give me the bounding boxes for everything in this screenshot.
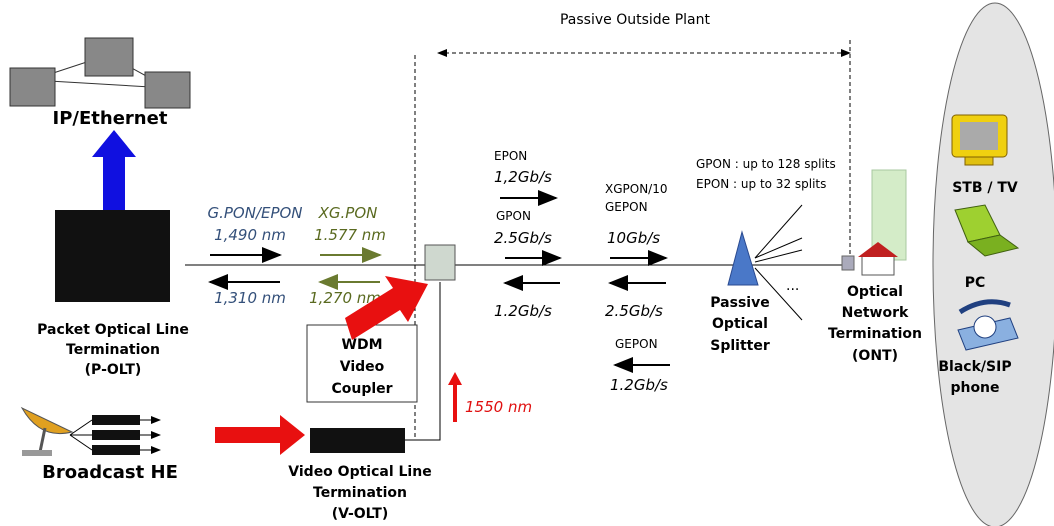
splitter-label: Splitter — [710, 338, 770, 354]
rate: 1,2Gb/s — [494, 168, 552, 186]
laptop-icon — [954, 204, 1020, 257]
split-note: EPON : up to 32 splits — [696, 177, 826, 191]
ont-label: Network — [842, 305, 909, 321]
p-olt-label: Packet Optical Line — [37, 322, 189, 338]
p-olt-label: Termination — [66, 342, 160, 358]
rate-name: GPON — [496, 209, 531, 223]
rate: 1.2Gb/s — [494, 302, 552, 320]
p-olt-label: (P-OLT) — [85, 362, 142, 378]
wavelength: 1,490 nm — [214, 226, 286, 244]
v-olt-label: Termination — [313, 485, 407, 501]
broadcast-label: Broadcast HE — [42, 462, 178, 483]
rate: 10Gb/s — [607, 229, 660, 247]
v-olt — [310, 428, 405, 453]
ip-label: IP/Ethernet — [53, 108, 168, 129]
device-label: PC — [965, 275, 986, 291]
ont-label: Optical — [847, 284, 903, 300]
video-arrow — [448, 372, 462, 422]
coupling-arrow — [345, 276, 428, 340]
satellite-dish — [20, 406, 74, 456]
video-feed-arrow — [215, 415, 305, 455]
rate-name: GEPON — [605, 200, 648, 214]
rate: 2.5Gb/s — [605, 302, 663, 320]
rate-name: EPON — [494, 149, 527, 163]
rate-name: GEPON — [615, 337, 658, 351]
device-label: Black/SIP — [938, 359, 1011, 375]
video-wavelength: 1550 nm — [465, 398, 532, 416]
splitter — [727, 230, 759, 286]
device-label: phone — [950, 380, 999, 396]
rate: 1.2Gb/s — [610, 376, 668, 394]
link-name: G.PON/EPON — [207, 204, 302, 222]
rate: 2.5Gb/s — [494, 229, 552, 247]
tv-icon — [951, 114, 1008, 166]
coupler-label: Video — [340, 359, 385, 375]
splitter-label: Passive — [710, 295, 769, 311]
ont-label: Termination — [828, 326, 922, 342]
more-splits: ... — [786, 278, 799, 294]
wavelength: 1,270 nm — [309, 289, 381, 307]
uplink-arrow — [92, 130, 136, 210]
splitter-label: Optical — [712, 316, 768, 332]
ip-network — [9, 37, 191, 109]
ont-box — [841, 255, 855, 271]
wavelength: 1.577 nm — [314, 226, 386, 244]
ont-label: (ONT) — [852, 348, 898, 364]
wavelength: 1,310 nm — [214, 289, 286, 307]
coupler-box — [306, 324, 418, 403]
rate-name: XGPON/10 — [605, 182, 668, 196]
link-name: XG.PON — [318, 204, 378, 222]
v-olt-label: Video Optical Line — [288, 464, 431, 480]
device-label: STB / TV — [952, 180, 1018, 196]
headend-equipment — [69, 415, 161, 455]
p-olt — [55, 210, 170, 302]
v-olt-label: (V-OLT) — [332, 506, 388, 522]
coupler-label: WDM — [342, 337, 383, 353]
coupler-label: Coupler — [331, 381, 392, 397]
home-area — [932, 2, 1054, 526]
wdm-box — [424, 244, 456, 281]
title: Passive Outside Plant — [560, 12, 711, 28]
splitter-fanout — [754, 204, 803, 321]
split-note: GPON : up to 128 splits — [696, 157, 836, 171]
house — [858, 242, 898, 276]
phone-icon — [957, 299, 1019, 351]
video-fiber — [405, 282, 441, 441]
